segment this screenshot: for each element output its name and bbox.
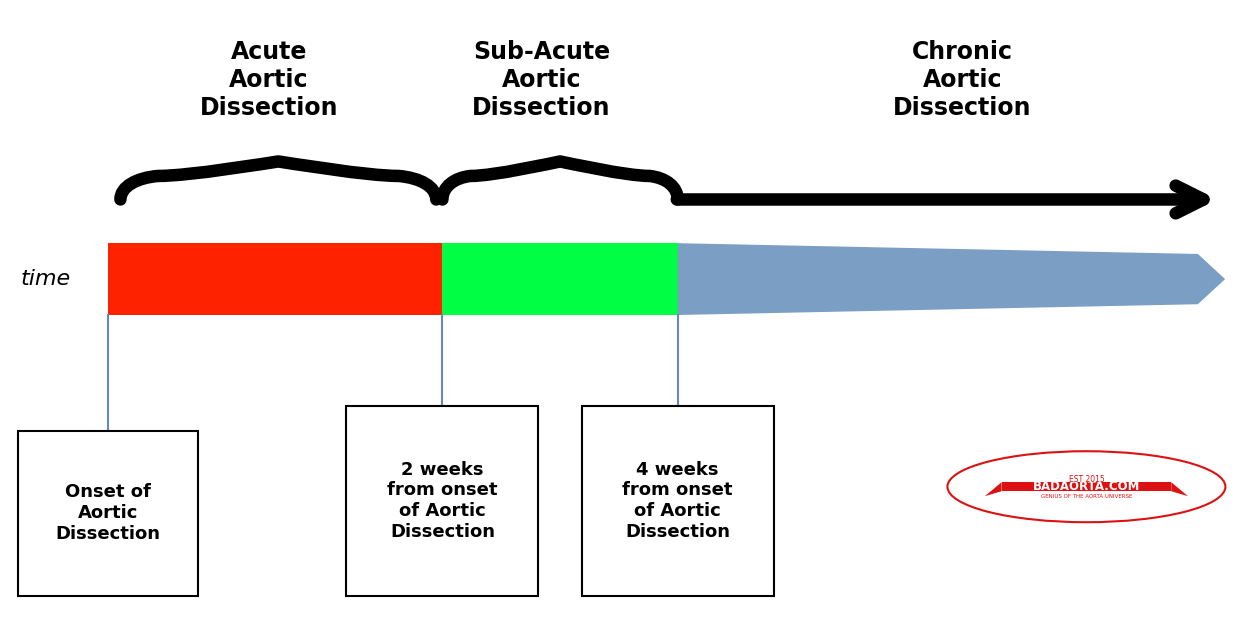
Text: GENIUS OF THE AORTA UNIVERSE: GENIUS OF THE AORTA UNIVERSE xyxy=(1041,494,1132,499)
Bar xyxy=(108,243,443,315)
Text: EST 2015: EST 2015 xyxy=(1069,474,1105,484)
Bar xyxy=(1001,482,1172,491)
Polygon shape xyxy=(1172,482,1188,496)
FancyBboxPatch shape xyxy=(19,430,198,596)
FancyBboxPatch shape xyxy=(346,406,539,596)
Polygon shape xyxy=(678,243,1225,315)
Text: 2 weeks
from onset
of Aortic
Dissection: 2 weeks from onset of Aortic Dissection xyxy=(387,461,498,541)
Text: Onset of
Aortic
Dissection: Onset of Aortic Dissection xyxy=(56,483,160,543)
Polygon shape xyxy=(994,463,1179,510)
Text: Chronic
Aortic
Dissection: Chronic Aortic Dissection xyxy=(893,40,1031,120)
Text: 4 weeks
from onset
of Aortic
Dissection: 4 weeks from onset of Aortic Dissection xyxy=(622,461,733,541)
Bar xyxy=(443,243,678,315)
FancyBboxPatch shape xyxy=(582,406,774,596)
Text: BADAORTA.COM: BADAORTA.COM xyxy=(1033,480,1140,493)
Text: time: time xyxy=(21,269,71,289)
Ellipse shape xyxy=(945,450,1228,523)
Text: Sub-Acute
Aortic
Dissection: Sub-Acute Aortic Dissection xyxy=(473,40,611,120)
Text: Acute
Aortic
Dissection: Acute Aortic Dissection xyxy=(200,40,338,120)
Polygon shape xyxy=(985,482,1001,496)
